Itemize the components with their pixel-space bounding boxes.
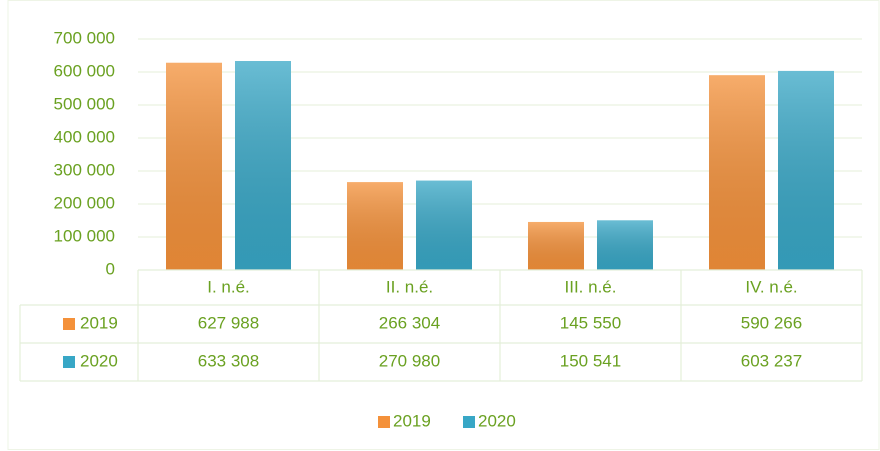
y-tick-label: 0 bbox=[106, 259, 115, 278]
bar-sheen bbox=[778, 70, 834, 270]
bar-sheen bbox=[528, 221, 584, 270]
legend-label: 2019 bbox=[393, 411, 431, 430]
table-value: 266 304 bbox=[379, 313, 440, 332]
bar-sheen bbox=[597, 220, 653, 270]
legend-key bbox=[63, 318, 75, 330]
table-value: 633 308 bbox=[198, 351, 259, 370]
bar-sheen bbox=[709, 75, 765, 270]
bar-sheen bbox=[235, 61, 291, 270]
table-value: 270 980 bbox=[379, 351, 440, 370]
table-series-name: 2019 bbox=[80, 313, 118, 332]
x-tick-label: IV. n.é. bbox=[745, 277, 797, 296]
x-tick-label: III. n.é. bbox=[565, 277, 617, 296]
y-tick-label: 700 000 bbox=[54, 28, 115, 47]
legend-key bbox=[63, 356, 75, 368]
legend-key bbox=[463, 416, 475, 428]
table-value: 145 550 bbox=[560, 313, 621, 332]
table-value: 627 988 bbox=[198, 313, 259, 332]
x-tick-label: II. n.é. bbox=[386, 277, 433, 296]
bar-sheen bbox=[347, 182, 403, 270]
table-value: 590 266 bbox=[741, 313, 802, 332]
table-value: 603 237 bbox=[741, 351, 802, 370]
y-tick-label: 500 000 bbox=[54, 94, 115, 113]
bar-sheen bbox=[416, 180, 472, 270]
table-series-name: 2020 bbox=[80, 351, 118, 370]
y-tick-label: 300 000 bbox=[54, 160, 115, 179]
y-tick-label: 400 000 bbox=[54, 127, 115, 146]
legend-label: 2020 bbox=[478, 411, 516, 430]
y-tick-label: 600 000 bbox=[54, 61, 115, 80]
x-tick-label: I. n.é. bbox=[207, 277, 250, 296]
bar-sheen bbox=[166, 62, 222, 270]
legend-key bbox=[378, 416, 390, 428]
chart-border bbox=[7, 0, 880, 450]
y-tick-label: 200 000 bbox=[54, 193, 115, 212]
table-value: 150 541 bbox=[560, 351, 621, 370]
y-tick-label: 100 000 bbox=[54, 226, 115, 245]
